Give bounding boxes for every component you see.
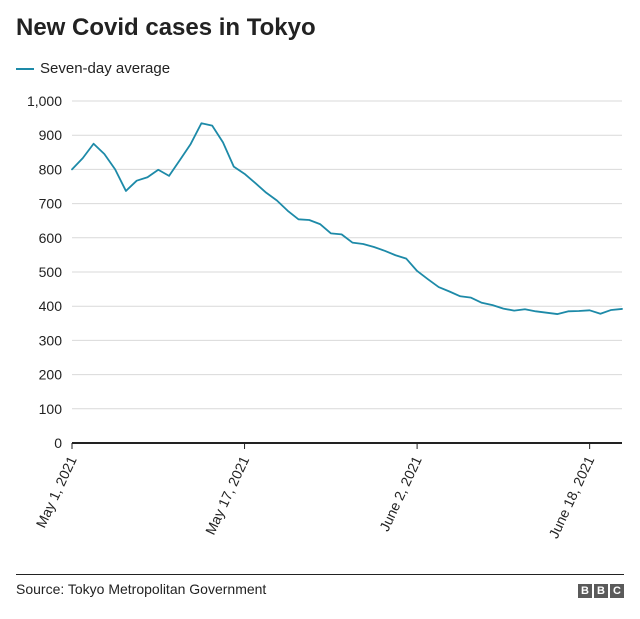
bbc-logo: B B C	[578, 584, 624, 598]
y-tick-label: 800	[39, 161, 63, 177]
bbc-logo-letter: B	[578, 584, 592, 598]
chart-title: New Covid cases in Tokyo	[16, 14, 316, 41]
y-tick-label: 600	[39, 230, 63, 246]
x-axis-tick-labels: May 1, 2021 May 17, 2021 June 2, 2021 June …	[33, 443, 597, 541]
series-line	[71, 122, 623, 315]
y-tick-label: 1,000	[27, 93, 62, 109]
series-layer	[71, 122, 623, 315]
legend-line-swatch	[16, 67, 34, 70]
legend-label: Seven-day average	[40, 60, 171, 77]
y-tick-label: 0	[54, 435, 62, 451]
y-tick-label: 300	[39, 332, 63, 348]
source-note: Source: Tokyo Metropolitan Government	[16, 581, 267, 597]
legend: Seven-day average	[16, 60, 170, 77]
grid-layer	[72, 100, 622, 410]
bbc-logo-letter: C	[610, 584, 624, 598]
y-tick-label: 500	[39, 264, 63, 280]
y-tick-label: 100	[39, 401, 63, 417]
line-chart: 0 100 200 300 400 500 600 700 800 900 1,000 May 1,…	[27, 93, 623, 541]
y-tick-label: 900	[39, 127, 63, 143]
x-tick-label: May 1, 2021	[33, 453, 80, 530]
y-tick-label: 400	[39, 298, 63, 314]
y-tick-label: 700	[39, 196, 63, 212]
x-tick-label: June 18, 2021	[545, 453, 597, 540]
x-tick-label: June 2, 2021	[376, 453, 425, 533]
footer-divider	[16, 574, 624, 575]
x-tick-label: May 17, 2021	[202, 453, 252, 537]
bbc-logo-letter: B	[594, 584, 608, 598]
y-axis-tick-labels: 0 100 200 300 400 500 600 700 800 900 1,000	[27, 93, 62, 451]
y-tick-label: 200	[39, 367, 63, 383]
